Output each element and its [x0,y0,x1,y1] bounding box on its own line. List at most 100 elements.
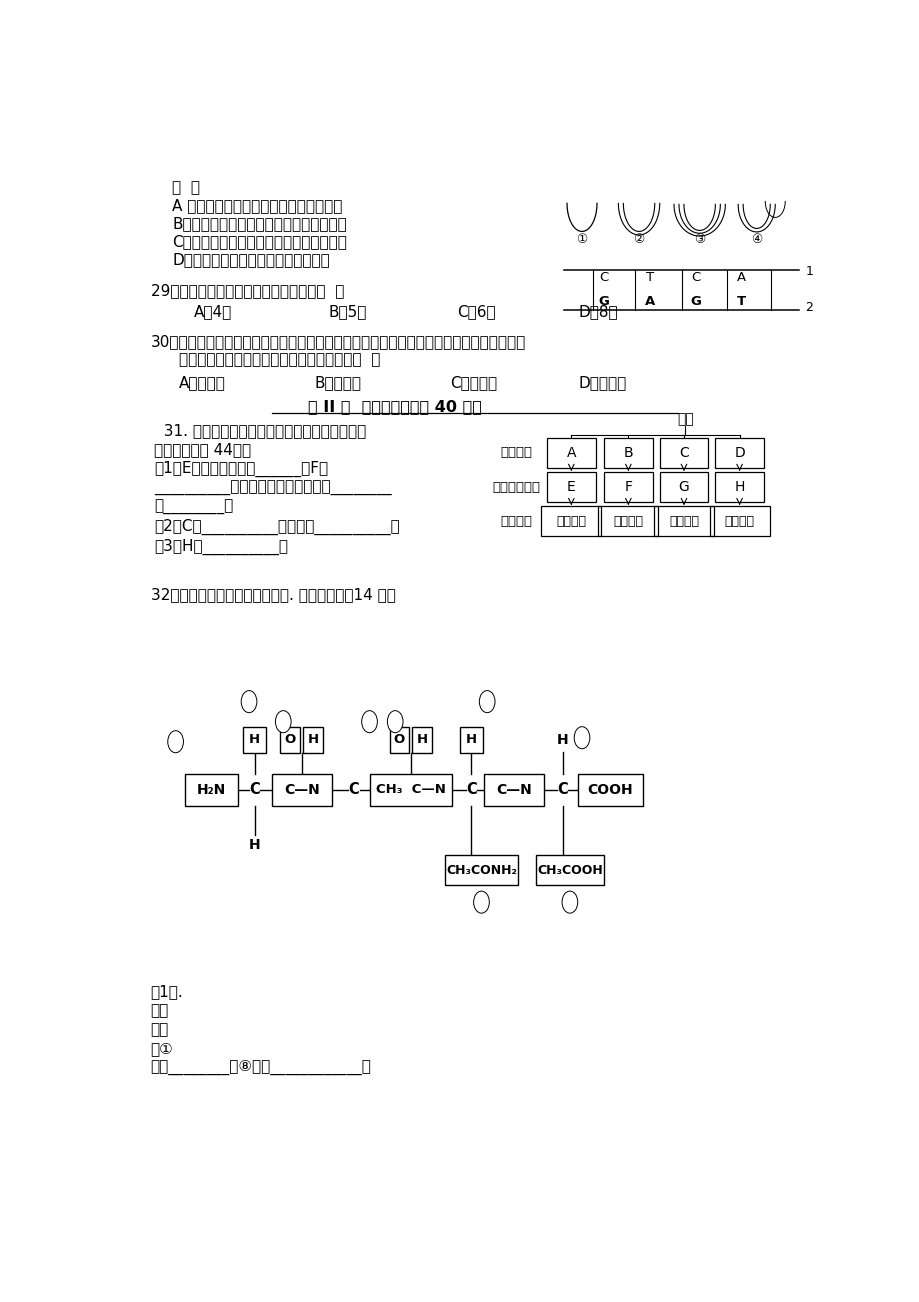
Bar [659,437,708,467]
Text: C—N: C—N [496,783,531,797]
Bar [483,773,544,806]
Text: CH₃COOH: CH₃COOH [537,863,602,876]
Text: （1）.: （1）. [151,984,183,999]
Text: B: B [623,447,632,460]
Text: 储能物质: 储能物质 [613,514,642,527]
Text: 将其移至视野正中央，装片移动的方向应是（  ）: 将其移至视野正中央，装片移动的方向应是（ ） [179,353,380,367]
Bar [653,506,713,536]
Text: C、右下方: C、右下方 [449,375,496,391]
Text: H: H [249,838,260,852]
Text: 第 II 卷  （非选择题，共 40 分）: 第 II 卷 （非选择题，共 40 分） [307,400,481,414]
Text: 基本单位: 基本单位 [500,447,532,460]
Text: 和________。: 和________。 [154,500,233,514]
Text: F: F [624,480,631,493]
Text: A、4种: A、4种 [193,305,232,319]
Text: ②: ② [633,233,644,246]
Text: B线粒体膜、核膜、内质网膜、高尔基体膜: B线粒体膜、核膜、内质网膜、高尔基体膜 [172,216,346,230]
Bar [535,855,604,885]
Text: A: A [644,296,654,309]
Bar [412,727,432,753]
Text: ④: ④ [364,715,374,728]
Circle shape [573,727,589,749]
Text: 2: 2 [804,301,812,314]
Text: T: T [735,296,744,309]
Bar [303,727,323,753]
Bar [369,773,452,806]
Text: ①: ① [170,736,181,749]
Text: B、5种: B、5种 [329,305,367,319]
Text: ⑥: ⑥ [482,695,492,708]
Bar [597,506,658,536]
Text: H: H [465,733,477,746]
Bar [715,437,763,467]
Text: C: C [691,271,700,284]
Bar [280,727,300,753]
Text: ⑦: ⑦ [576,732,586,745]
Text: COOH: COOH [587,783,632,797]
Text: O: O [285,733,296,746]
Text: 29、如图所示，此段中共有几种核苷酸（  ）: 29、如图所示，此段中共有几种核苷酸（ ） [151,283,344,298]
Text: O: O [393,733,404,746]
Circle shape [241,690,256,712]
Text: C: C [678,447,688,460]
Text: 有机物大分子: 有机物大分子 [492,480,539,493]
Bar [659,473,708,503]
Bar [445,855,517,885]
Text: 32、根据下图所示化合物的结构. 分析回答：（14 分）: 32、根据下图所示化合物的结构. 分析回答：（14 分） [151,587,395,602]
Text: 合物: 合物 [151,1022,169,1036]
Text: C: C [598,271,607,284]
Text: 31. 下图表示细胞中四种有机物的组成及功能，: 31. 下图表示细胞中四种有机物的组成及功能， [154,423,366,439]
Circle shape [473,891,489,913]
Circle shape [167,730,183,753]
Bar [547,473,595,503]
Text: ①: ① [576,233,587,246]
Text: B、左上方: B、左上方 [314,375,361,391]
Text: 该化: 该化 [151,1003,169,1018]
Text: __________，除此之外，脂质还包括________: __________，除此之外，脂质还包括________ [154,480,391,496]
Text: D、8种: D、8种 [578,305,618,319]
Bar [540,506,601,536]
Text: T: T [645,271,653,284]
Text: 遗传物质: 遗传物质 [724,514,754,527]
Bar [272,773,332,806]
Text: ⑤: ⑤ [390,715,400,728]
Text: D: D [733,447,744,460]
Bar [547,437,595,467]
Bar [604,437,652,467]
Text: H: H [307,733,318,746]
Bar [460,727,482,753]
Text: ④: ④ [750,233,762,246]
Text: 请分析回答： 44分）: 请分析回答： 44分） [154,443,251,457]
Text: A: A [566,447,575,460]
Text: H: H [556,733,568,747]
Bar [243,727,266,753]
Circle shape [361,711,377,733]
Text: C: C [348,783,358,797]
Text: 中①: 中① [151,1042,173,1056]
Text: A: A [735,271,744,284]
Text: ③: ③ [693,233,705,246]
Text: （  ）: （ ） [172,180,199,195]
Text: C、6种: C、6种 [457,305,495,319]
Text: ⑦: ⑦ [476,896,486,909]
Text: D叶绳体膜、细胞膜、线粒体膜、核膜: D叶绳体膜、细胞膜、线粒体膜、核膜 [172,253,329,267]
Text: C: C [249,783,260,797]
Text: G: G [690,296,701,309]
Text: A 细胞膜、高尔基体膜、线粒体膜、核膜: A 细胞膜、高尔基体膜、线粒体膜、核膜 [172,198,342,212]
Text: H: H [733,480,744,493]
Text: C: C [557,783,568,797]
Text: （3）H是__________。: （3）H是__________。 [154,539,288,556]
Text: ⑧: ⑧ [564,896,574,909]
Circle shape [562,891,577,913]
Text: 1: 1 [804,266,812,279]
Text: 表示________，⑧表示____________。: 表示________，⑧表示____________。 [151,1060,371,1075]
Bar [185,773,237,806]
Text: 能源物质: 能源物质 [556,514,585,527]
Text: D、左下方: D、左下方 [578,375,626,391]
Text: H: H [249,733,260,746]
Bar [709,506,768,536]
Text: 结构物质: 结构物质 [668,514,698,527]
Text: CH₃  C—N: CH₃ C—N [376,784,446,797]
Text: ③: ③ [278,715,289,728]
Text: G: G [597,296,608,309]
